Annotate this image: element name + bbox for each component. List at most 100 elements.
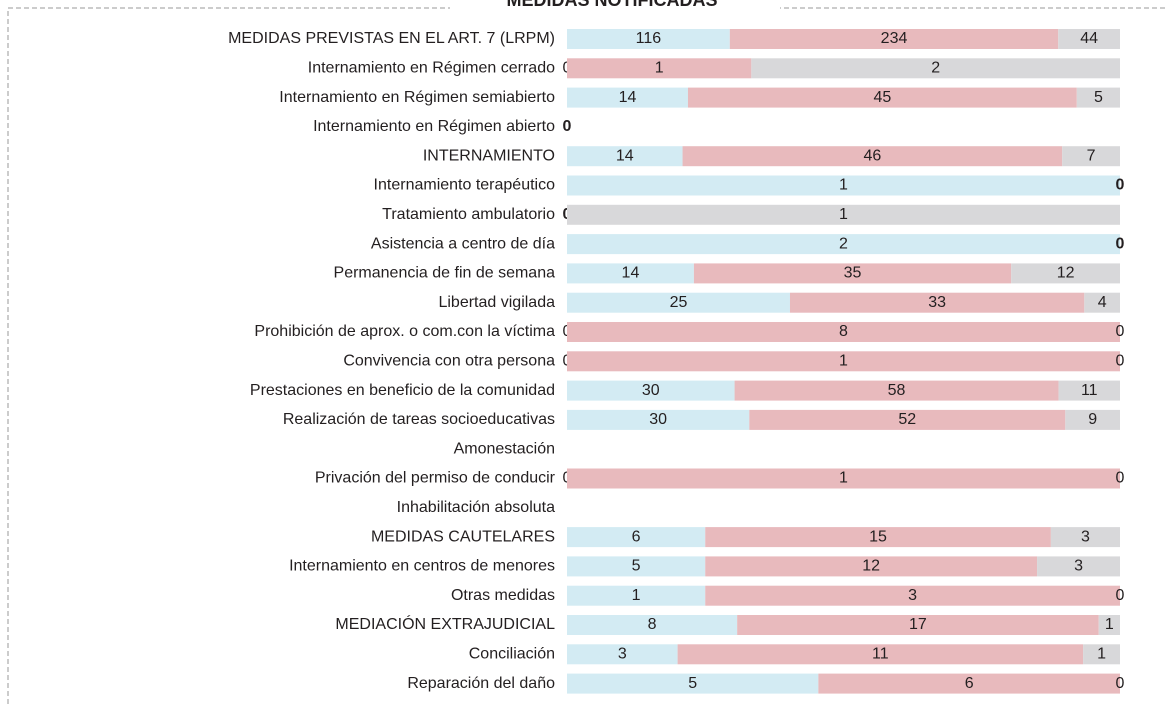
bar-segment xyxy=(567,351,1120,372)
value-label: 14 xyxy=(616,147,634,164)
bar-segment xyxy=(567,673,819,694)
category-label: Libertad vigilada xyxy=(438,294,555,311)
category-label: Otras medidas xyxy=(451,587,555,604)
bar-segment xyxy=(567,380,735,401)
value-label: 12 xyxy=(1057,265,1075,282)
category-label: Internamiento en Régimen abierto xyxy=(313,118,555,135)
bar-segment xyxy=(567,87,688,108)
bar-segment xyxy=(705,527,1051,548)
value-label: 8 xyxy=(839,323,848,340)
chart-title: MEDIDAS NOTIFICADAS xyxy=(507,0,718,10)
value-label: 4 xyxy=(1098,294,1107,311)
value-label: 5 xyxy=(688,675,697,692)
category-label: Privación del permiso de conducir xyxy=(315,470,556,487)
value-label: 0 xyxy=(1116,675,1125,692)
category-label: Permanencia de fin de semana xyxy=(334,265,556,282)
bar-segment xyxy=(1098,615,1120,635)
bar-segment xyxy=(567,322,1120,342)
value-label: 33 xyxy=(928,294,946,311)
category-label: Tratamiento ambulatorio xyxy=(382,206,555,223)
category-label: Prohibición de aprox. o com.con la vícti… xyxy=(254,323,555,340)
bar-segment xyxy=(567,234,1120,255)
category-label: Prestaciones en beneficio de la comunida… xyxy=(250,382,555,399)
value-label: 1 xyxy=(839,177,848,194)
bar-segment xyxy=(1037,556,1120,577)
bar-segment xyxy=(1083,644,1120,665)
bar-segment xyxy=(682,146,1063,167)
category-label: MEDIDAS PREVISTAS EN EL ART. 7 (LRPM) xyxy=(228,30,555,47)
value-label: 0 xyxy=(1116,177,1125,194)
bar-segment xyxy=(1058,380,1120,401)
category-label: MEDIACIÓN EXTRAJUDICIAL xyxy=(335,614,555,633)
bar-segment xyxy=(734,380,1059,401)
bar-segment xyxy=(567,527,706,548)
value-label: 46 xyxy=(863,147,881,164)
bar-segment xyxy=(1084,292,1120,313)
value-label: 1 xyxy=(839,470,848,487)
value-label: 1 xyxy=(632,587,641,604)
bar-segment xyxy=(567,644,678,665)
value-label: 5 xyxy=(1094,89,1103,106)
category-label: Internamiento en Régimen semiabierto xyxy=(279,89,555,106)
bar-segment xyxy=(567,29,730,49)
value-label: 3 xyxy=(618,646,627,663)
value-label: 17 xyxy=(909,616,927,633)
value-label: 9 xyxy=(1088,411,1097,428)
value-label: 1 xyxy=(655,60,664,77)
value-label: 14 xyxy=(619,89,637,106)
bar-segment xyxy=(1062,146,1120,167)
bar-segment xyxy=(567,468,1120,489)
value-label: 1 xyxy=(839,206,848,223)
value-label: 3 xyxy=(1074,558,1083,575)
value-label: 35 xyxy=(844,265,862,282)
value-label: 6 xyxy=(965,675,974,692)
value-label: 1 xyxy=(1097,646,1106,663)
value-label: 44 xyxy=(1080,30,1098,47)
value-label: 12 xyxy=(862,558,880,575)
bar-segment xyxy=(567,175,1120,196)
category-label: Internamiento en Régimen cerrado xyxy=(308,60,555,77)
value-label: 15 xyxy=(869,528,887,545)
value-label: 14 xyxy=(622,265,640,282)
bar-segment xyxy=(1011,263,1120,284)
bar-segment xyxy=(705,556,1038,577)
category-label: Conciliación xyxy=(469,646,555,663)
bar-segment xyxy=(1065,409,1120,430)
category-label: Internamiento en centros de menores xyxy=(289,558,555,575)
value-label: 0 xyxy=(1116,235,1125,252)
bar-segment xyxy=(687,87,1077,108)
bar-segment xyxy=(567,409,750,430)
value-label: 30 xyxy=(649,411,667,428)
value-label: 6 xyxy=(632,528,641,545)
category-label: Amonestación xyxy=(454,440,555,457)
bar-segment xyxy=(1076,87,1120,108)
value-label: 3 xyxy=(1081,528,1090,545)
value-label: 52 xyxy=(898,411,916,428)
value-label: 0 xyxy=(1116,587,1125,604)
bar-segment xyxy=(705,585,1120,606)
bar-segment xyxy=(818,673,1120,694)
value-label: 2 xyxy=(931,60,940,77)
value-label: 30 xyxy=(642,382,660,399)
value-label: 3 xyxy=(908,587,917,604)
value-label: 2 xyxy=(839,235,848,252)
bar-segment xyxy=(729,29,1059,49)
bar-segment xyxy=(1058,29,1120,49)
value-label: 8 xyxy=(648,616,657,633)
bar-segment xyxy=(567,58,752,79)
category-label: Internamiento terapéutico xyxy=(374,177,556,194)
value-label: 58 xyxy=(888,382,906,399)
category-label: MEDIDAS CAUTELARES xyxy=(371,528,555,545)
bar-segment xyxy=(567,556,706,577)
value-label: 0 xyxy=(1116,353,1125,370)
bar-segment xyxy=(677,644,1084,665)
value-label: 0 xyxy=(563,118,572,135)
value-label: 5 xyxy=(632,558,641,575)
value-label: 11 xyxy=(872,646,889,663)
bar-segment xyxy=(693,263,1012,284)
value-label: 7 xyxy=(1087,147,1096,164)
value-label: 116 xyxy=(636,30,662,47)
value-label: 1 xyxy=(1105,616,1114,633)
bar-segment xyxy=(1050,527,1120,548)
title-bg xyxy=(450,0,780,12)
